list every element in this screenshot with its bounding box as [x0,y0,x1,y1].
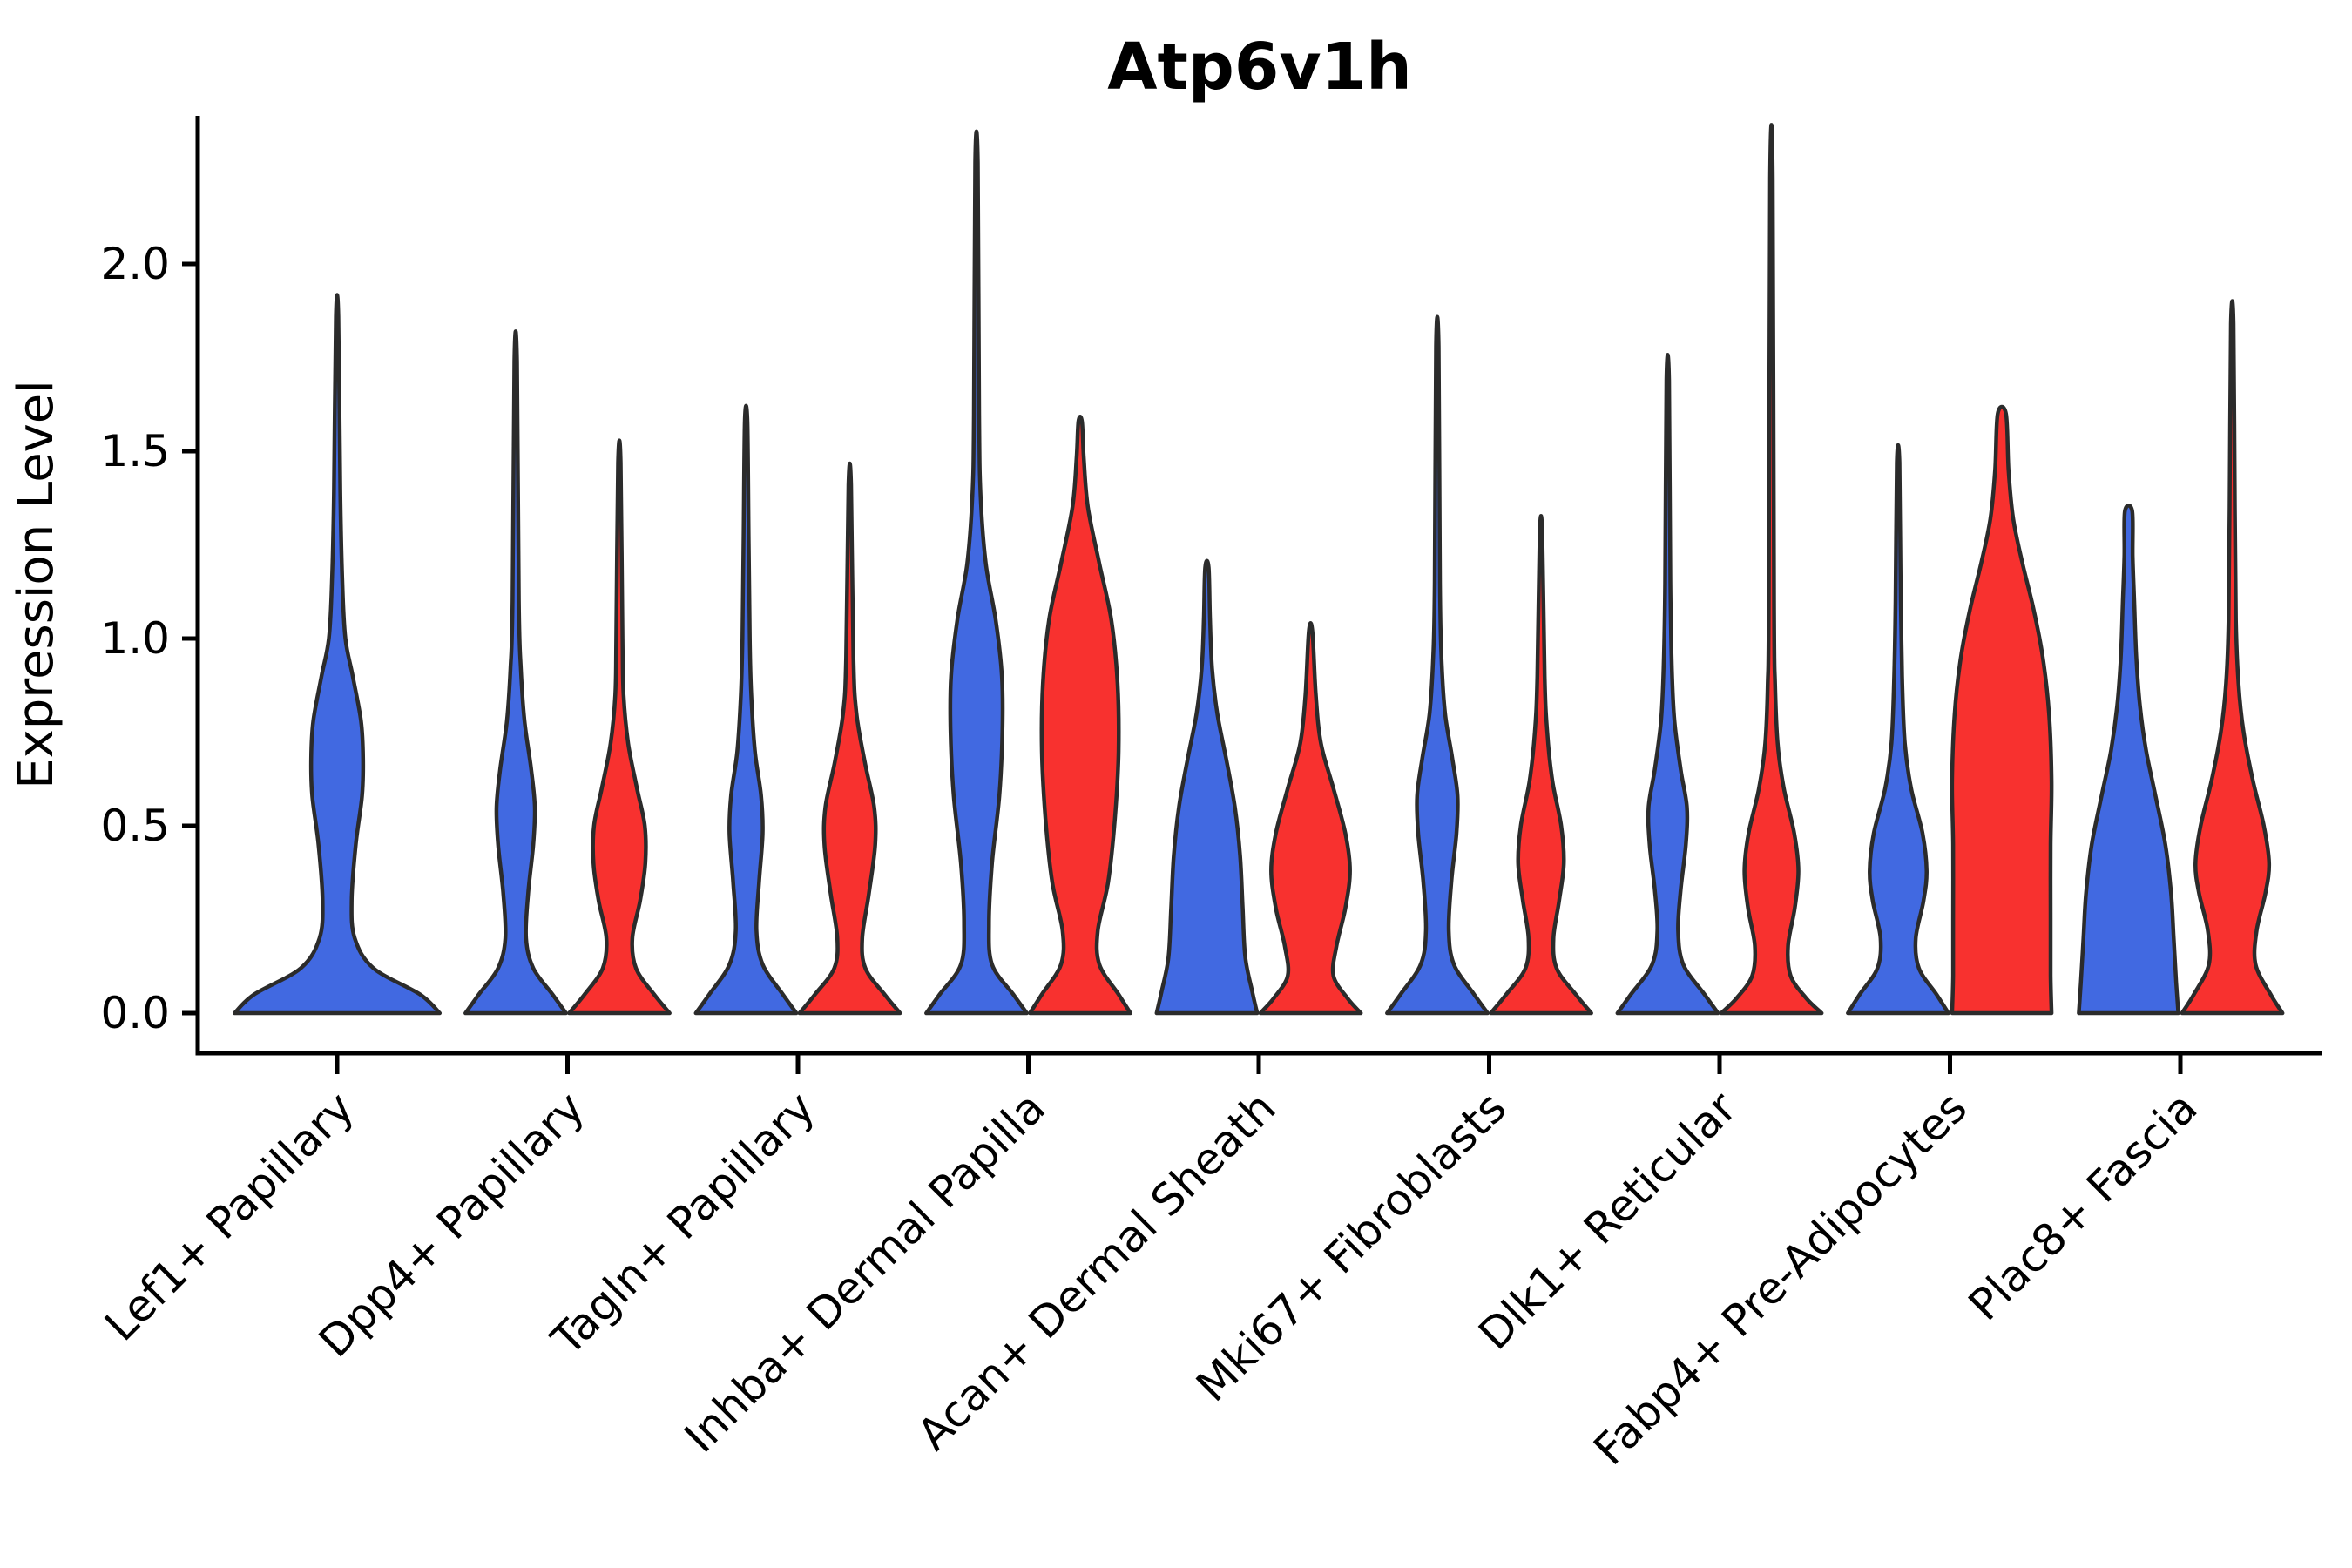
violin-dlk1-red [1719,123,1824,1016]
violin-dpp4-blue [463,329,568,1016]
violin-lef1-blue [232,293,443,1016]
y-tick-label: 1.5 [100,426,170,476]
y-tick-label: 2.0 [100,239,170,289]
violin-dpp4-red [567,438,672,1016]
chart-title: Atp6v1h [1107,30,1412,105]
violin-inhba-blue [924,129,1029,1016]
x-tick-label: Lef1+ Papillary [95,1082,363,1350]
violin-acan-blue [1154,558,1260,1016]
violin-mki67-blue [1385,314,1490,1016]
violin-tagln-blue [693,403,799,1016]
axis-spines [195,116,2322,1056]
violin-mki67-red [1489,513,1593,1016]
violins-layer [232,123,2285,1016]
violin-fabp4-red [1950,404,2054,1016]
violin-dlk1-blue [1615,353,1720,1016]
x-tick-label: Fabp4+ Pre-Adipocytes [1584,1082,1977,1475]
violin-fabp4-blue [1846,443,1950,1016]
violin-tagln-red [797,462,902,1016]
violin-plac8-blue [2077,504,2180,1016]
y-tick-label: 0.0 [100,988,170,1038]
y-axis-label: Expression Level [8,380,64,789]
y-tick-label: 1.0 [100,613,170,664]
violin-inhba-red [1028,414,1132,1016]
violin-plac8-red [2180,299,2285,1016]
x-tick-label: Plac8+ Fascia [1959,1082,2207,1330]
y-tick-label: 0.5 [100,801,170,851]
violin-acan-red [1258,621,1363,1016]
